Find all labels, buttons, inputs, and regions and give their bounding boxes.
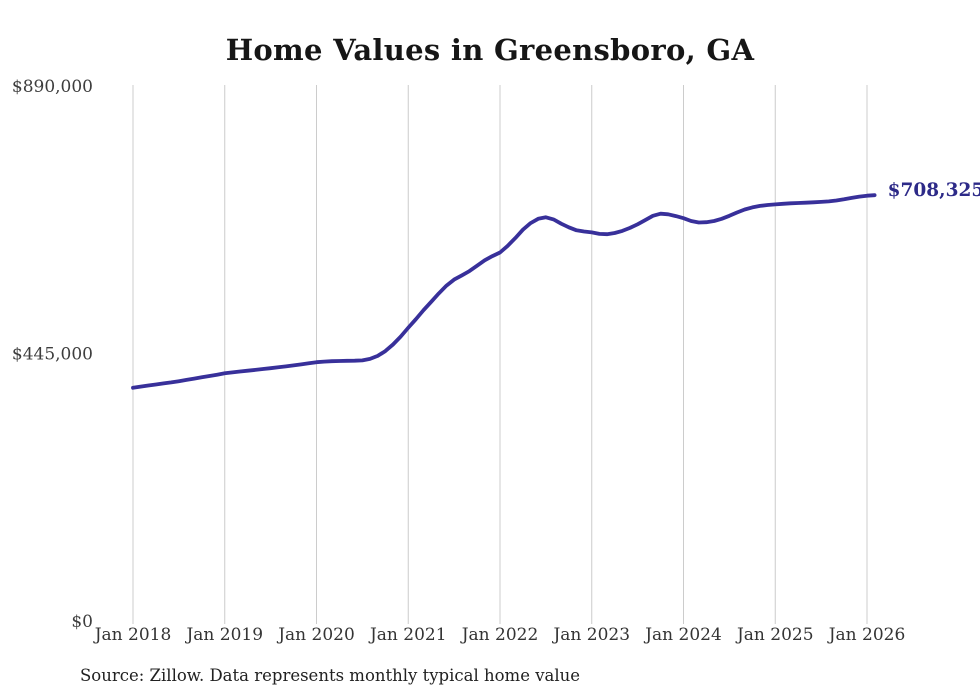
- x-axis-tick-label: Jan 2018: [93, 625, 172, 645]
- x-axis-tick-label: Jan 2019: [184, 625, 263, 645]
- x-axis-tick-label: Jan 2025: [735, 625, 814, 645]
- y-axis-tick-label: $0: [71, 612, 93, 632]
- y-axis-tick-label: $445,000: [12, 345, 93, 365]
- x-axis-tick-label: Jan 2023: [551, 625, 630, 645]
- home-value-line: [131, 193, 877, 390]
- x-axis-tick-label: Jan 2024: [643, 625, 722, 645]
- x-axis-tick-label: Jan 2026: [827, 625, 906, 645]
- latest-value-label: $708,325: [888, 180, 980, 201]
- chart-title: Home Values in Greensboro, GA: [225, 33, 755, 67]
- x-axis-tick-label: Jan 2022: [460, 625, 539, 645]
- x-axis-tick-label: Jan 2021: [368, 625, 447, 645]
- y-axis-tick-label: $890,000: [12, 77, 93, 97]
- x-axis-tick-label: Jan 2020: [276, 625, 355, 645]
- source-note: Source: Zillow. Data represents monthly …: [80, 666, 581, 685]
